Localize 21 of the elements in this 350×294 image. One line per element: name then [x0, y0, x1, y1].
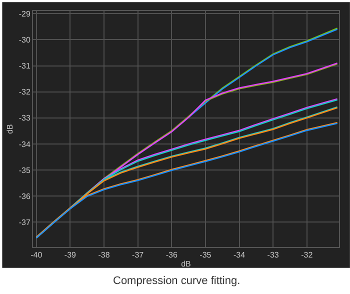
y-tick-label: -30: [18, 35, 31, 44]
x-axis-title: dB: [181, 260, 191, 269]
x-tick-label: -33: [267, 250, 280, 260]
y-tick-label: -35: [18, 166, 31, 175]
x-tick-label: -35: [200, 250, 212, 260]
y-tick-label: -29: [18, 9, 31, 18]
y-tick-label: -36: [18, 192, 31, 201]
x-tick-label: -37: [132, 250, 144, 260]
x-tick-label: -38: [98, 250, 110, 260]
y-tick-label: -33: [18, 114, 31, 123]
x-tick-label: -32: [301, 250, 314, 260]
text: Compression curve fitting.: [113, 275, 240, 287]
y-tick-label: -31: [18, 62, 31, 71]
y-tick-label: -37: [18, 218, 31, 228]
x-tick-label: -36: [166, 250, 178, 260]
y-tick-label: -32: [18, 88, 31, 97]
x-tick-label: -34: [233, 250, 246, 260]
y-axis-title: dB: [6, 124, 15, 134]
y-tick-label: -34: [18, 140, 31, 149]
x-tick-label: -40: [30, 250, 43, 260]
x-tick-label: -39: [64, 250, 77, 260]
